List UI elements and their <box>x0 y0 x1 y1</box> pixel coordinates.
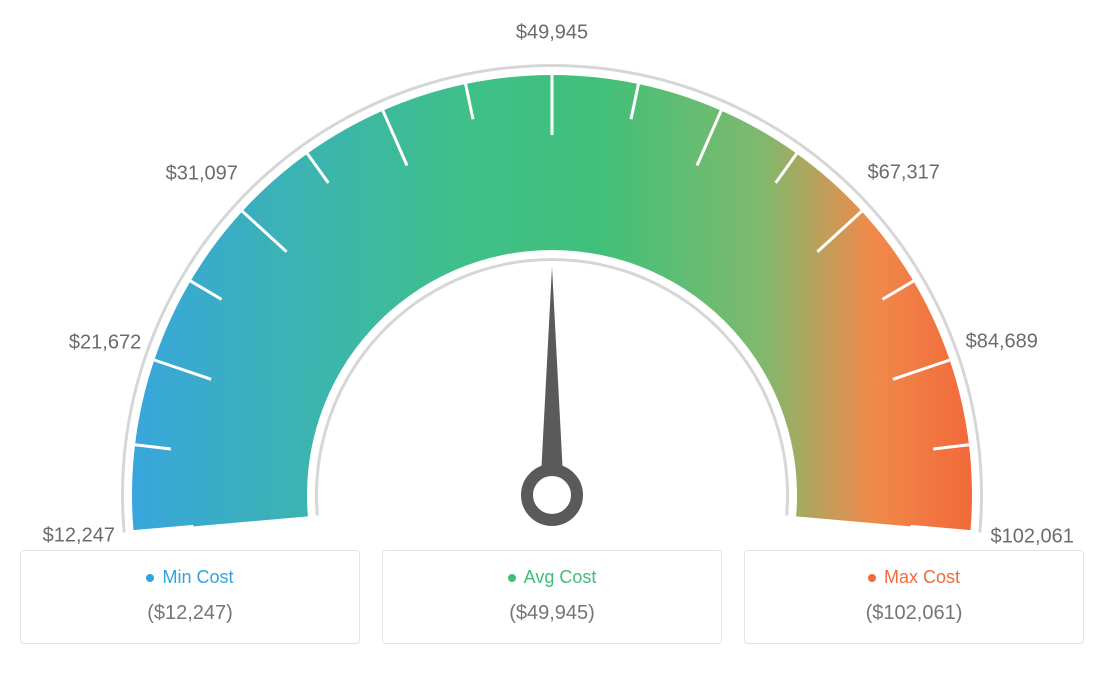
gauge-tick-label: $102,061 <box>990 526 1073 549</box>
legend-card-max: Max Cost ($102,061) <box>744 550 1084 644</box>
legend-value-avg: ($49,945) <box>393 602 711 625</box>
gauge-tick-label: $21,672 <box>69 332 141 355</box>
legend-title-min: Min Cost <box>146 567 233 588</box>
legend-title-max: Max Cost <box>868 567 960 588</box>
legend-dot-avg <box>508 574 516 582</box>
gauge-tick-label: $49,945 <box>516 22 588 45</box>
gauge-tick-label: $67,317 <box>868 161 940 184</box>
gauge-tick-label: $31,097 <box>166 163 238 186</box>
legend-dot-min <box>146 574 154 582</box>
legend-title-avg: Avg Cost <box>508 567 597 588</box>
legend-card-min: Min Cost ($12,247) <box>20 550 360 644</box>
legend-value-min: ($12,247) <box>31 602 349 625</box>
legend-row: Min Cost ($12,247) Avg Cost ($49,945) Ma… <box>20 550 1084 644</box>
gauge-area: $12,247 $21,672 $31,097 $49,945 $67,317 $84,6… <box>20 20 1084 550</box>
gauge-tick-label: $84,689 <box>966 331 1038 354</box>
cost-gauge-widget: $12,247 $21,672 $31,097 $49,945 $67,317 $84,6… <box>20 20 1084 644</box>
legend-card-avg: Avg Cost ($49,945) <box>382 550 722 644</box>
gauge-svg <box>20 20 1084 550</box>
legend-title-max-label: Max Cost <box>884 567 960 588</box>
legend-value-max: ($102,061) <box>755 602 1073 625</box>
legend-title-avg-label: Avg Cost <box>524 567 597 588</box>
legend-dot-max <box>868 574 876 582</box>
legend-title-min-label: Min Cost <box>162 567 233 588</box>
gauge-tick-label: $12,247 <box>43 525 115 548</box>
